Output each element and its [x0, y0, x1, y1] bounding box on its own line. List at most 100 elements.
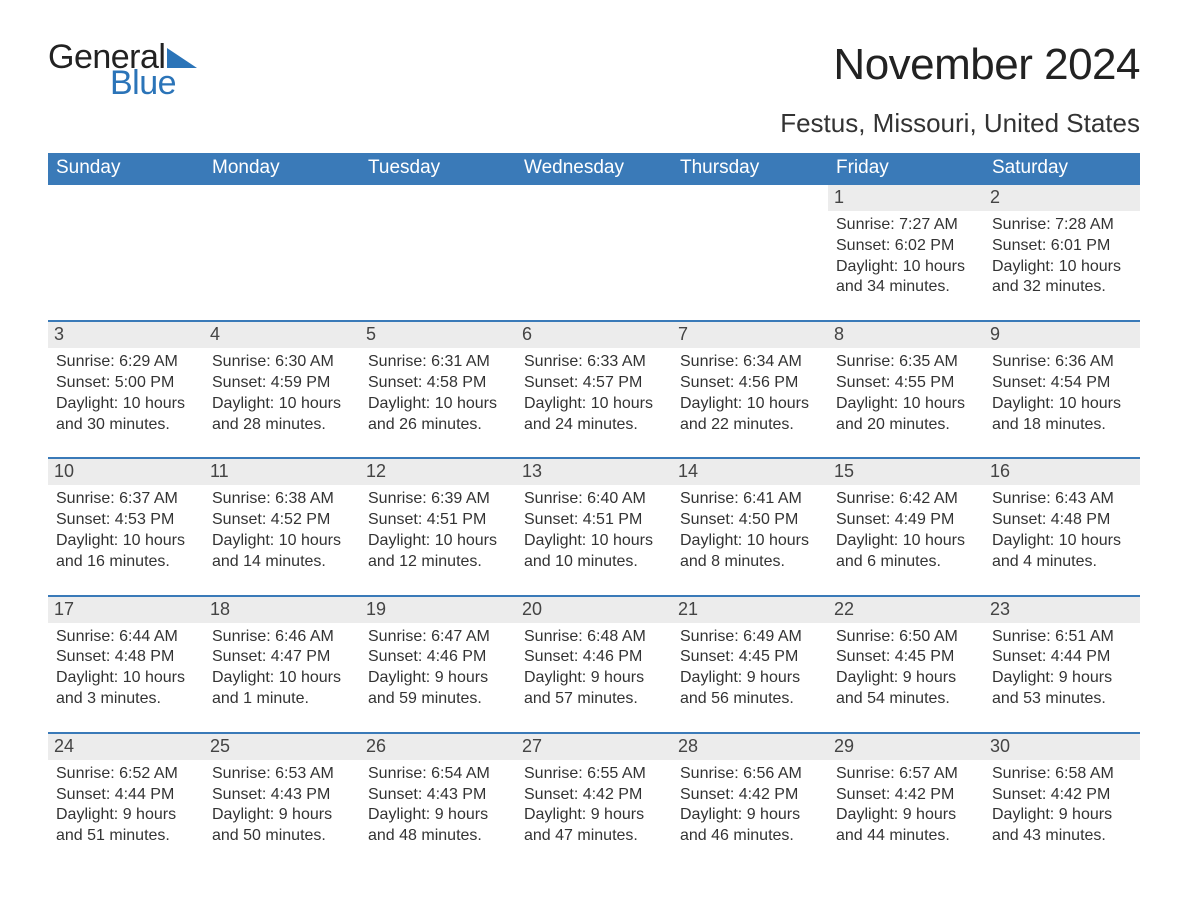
daylight-text: Daylight: 9 hours and 53 minutes.	[992, 668, 1132, 710]
day-number: 5	[360, 320, 516, 348]
sunrise-text: Sunrise: 6:41 AM	[680, 489, 820, 510]
day-number: 4	[204, 320, 360, 348]
day-data: Sunrise: 6:48 AMSunset: 4:46 PMDaylight:…	[524, 627, 664, 710]
day-number: 2	[984, 185, 1140, 211]
day-data: Sunrise: 6:52 AMSunset: 4:44 PMDaylight:…	[56, 764, 196, 847]
calendar-day-cell: 18Sunrise: 6:46 AMSunset: 4:47 PMDayligh…	[204, 595, 360, 732]
daylight-text: Daylight: 9 hours and 51 minutes.	[56, 805, 196, 847]
sunset-text: Sunset: 4:45 PM	[680, 647, 820, 668]
calendar-week-row: 24 Sunrise: 6:52 AMSunset: 4:44 PMDayligh…	[48, 732, 1140, 869]
daylight-text: Daylight: 9 hours and 56 minutes.	[680, 668, 820, 710]
day-data: Sunrise: 6:33 AMSunset: 4:57 PMDaylight:…	[524, 352, 664, 435]
calendar-week-row: 3Sunrise: 6:29 AMSunset: 5:00 PMDaylight…	[48, 320, 1140, 457]
day-number: 12	[360, 457, 516, 485]
day-data: Sunrise: 6:39 AMSunset: 4:51 PMDaylight:…	[368, 489, 508, 572]
calendar-day-cell	[48, 185, 204, 320]
calendar-week-row: 17Sunrise: 6:44 AMSunset: 4:48 PMDayligh…	[48, 595, 1140, 732]
sunset-text: Sunset: 4:43 PM	[368, 785, 508, 806]
sunset-text: Sunset: 4:51 PM	[368, 510, 508, 531]
day-data: Sunrise: 6:29 AMSunset: 5:00 PMDaylight:…	[56, 352, 196, 435]
calendar-day-cell: 20Sunrise: 6:48 AMSunset: 4:46 PMDayligh…	[516, 595, 672, 732]
daylight-text: Daylight: 10 hours and 4 minutes.	[992, 531, 1132, 573]
sunrise-text: Sunrise: 6:55 AM	[524, 764, 664, 785]
day-data: Sunrise: 6:49 AMSunset: 4:45 PMDaylight:…	[680, 627, 820, 710]
sunset-text: Sunset: 4:58 PM	[368, 373, 508, 394]
page-title: November 2024	[833, 40, 1140, 90]
sunset-text: Sunset: 5:00 PM	[56, 373, 196, 394]
calendar-day-cell: 17Sunrise: 6:44 AMSunset: 4:48 PMDayligh…	[48, 595, 204, 732]
sunset-text: Sunset: 6:01 PM	[992, 236, 1132, 257]
day-number: 27	[516, 732, 672, 760]
daylight-text: Daylight: 10 hours and 24 minutes.	[524, 394, 664, 436]
sunrise-text: Sunrise: 6:35 AM	[836, 352, 976, 373]
day-number: 9	[984, 320, 1140, 348]
daylight-text: Daylight: 10 hours and 18 minutes.	[992, 394, 1132, 436]
sunrise-text: Sunrise: 6:57 AM	[836, 764, 976, 785]
day-number: 10	[48, 457, 204, 485]
calendar-day-cell: 26 Sunrise: 6:54 AMSunset: 4:43 PMDayligh…	[360, 732, 516, 869]
day-number: 26	[360, 732, 516, 760]
day-data: Sunrise: 6:58 AMSunset: 4:42 PMDaylight:…	[992, 764, 1132, 847]
day-data: Sunrise: 6:40 AMSunset: 4:51 PMDaylight:…	[524, 489, 664, 572]
calendar-day-cell: 4Sunrise: 6:30 AMSunset: 4:59 PMDaylight…	[204, 320, 360, 457]
sunrise-text: Sunrise: 6:47 AM	[368, 627, 508, 648]
daylight-text: Daylight: 9 hours and 57 minutes.	[524, 668, 664, 710]
day-data: Sunrise: 6:54 AMSunset: 4:43 PMDaylight:…	[368, 764, 508, 847]
weekday-header: Sunday	[48, 153, 204, 185]
daylight-text: Daylight: 10 hours and 28 minutes.	[212, 394, 352, 436]
calendar-day-cell: 21 Sunrise: 6:49 AMSunset: 4:45 PMDayligh…	[672, 595, 828, 732]
day-data: Sunrise: 6:57 AMSunset: 4:42 PMDaylight:…	[836, 764, 976, 847]
day-data: Sunrise: 7:28 AMSunset: 6:01 PMDaylight:…	[992, 215, 1132, 298]
calendar-day-cell: 3 Sunrise: 6:29 AMSunset: 5:00 PMDaylight…	[48, 320, 204, 457]
day-data: Sunrise: 6:56 AMSunset: 4:42 PMDaylight:…	[680, 764, 820, 847]
calendar-day-cell: 15Sunrise: 6:42 AMSunset: 4:49 PMDayligh…	[828, 457, 984, 594]
sunset-text: Sunset: 4:57 PM	[524, 373, 664, 394]
day-data: Sunrise: 6:51 AMSunset: 4:44 PMDaylight:…	[992, 627, 1132, 710]
day-number: 3	[48, 320, 204, 348]
sunrise-text: Sunrise: 6:38 AM	[212, 489, 352, 510]
sunset-text: Sunset: 4:48 PM	[992, 510, 1132, 531]
day-data: Sunrise: 6:34 AMSunset: 4:56 PMDaylight:…	[680, 352, 820, 435]
daylight-text: Daylight: 10 hours and 8 minutes.	[680, 531, 820, 573]
sunrise-text: Sunrise: 7:27 AM	[836, 215, 976, 236]
day-number: 28	[672, 732, 828, 760]
daylight-text: Daylight: 10 hours and 20 minutes.	[836, 394, 976, 436]
day-data: Sunrise: 6:35 AMSunset: 4:55 PMDaylight:…	[836, 352, 976, 435]
day-number: 8	[828, 320, 984, 348]
title-block: November 2024	[833, 40, 1140, 90]
weekday-header: Friday	[828, 153, 984, 185]
sunrise-text: Sunrise: 6:36 AM	[992, 352, 1132, 373]
sunrise-text: Sunrise: 6:29 AM	[56, 352, 196, 373]
daylight-text: Daylight: 10 hours and 30 minutes.	[56, 394, 196, 436]
day-number: 21	[672, 595, 828, 623]
sunset-text: Sunset: 4:59 PM	[212, 373, 352, 394]
sunset-text: Sunset: 4:51 PM	[524, 510, 664, 531]
daylight-text: Daylight: 10 hours and 34 minutes.	[836, 257, 976, 299]
day-number: 22	[828, 595, 984, 623]
sunset-text: Sunset: 4:46 PM	[368, 647, 508, 668]
calendar-day-cell: 16Sunrise: 6:43 AMSunset: 4:48 PMDayligh…	[984, 457, 1140, 594]
day-number: 15	[828, 457, 984, 485]
sunrise-text: Sunrise: 6:53 AM	[212, 764, 352, 785]
header: General Blue November 2024	[48, 40, 1140, 100]
daylight-text: Daylight: 9 hours and 54 minutes.	[836, 668, 976, 710]
sunrise-text: Sunrise: 6:51 AM	[992, 627, 1132, 648]
day-data: Sunrise: 6:53 AMSunset: 4:43 PMDaylight:…	[212, 764, 352, 847]
sunrise-text: Sunrise: 6:54 AM	[368, 764, 508, 785]
sunset-text: Sunset: 6:02 PM	[836, 236, 976, 257]
calendar-day-cell: 11Sunrise: 6:38 AMSunset: 4:52 PMDayligh…	[204, 457, 360, 594]
weekday-header: Tuesday	[360, 153, 516, 185]
day-number: 7	[672, 320, 828, 348]
day-data: Sunrise: 6:46 AMSunset: 4:47 PMDaylight:…	[212, 627, 352, 710]
daylight-text: Daylight: 10 hours and 22 minutes.	[680, 394, 820, 436]
calendar-day-cell: 25Sunrise: 6:53 AMSunset: 4:43 PMDayligh…	[204, 732, 360, 869]
calendar-day-cell	[672, 185, 828, 320]
day-number: 24	[48, 732, 204, 760]
sunrise-text: Sunrise: 7:28 AM	[992, 215, 1132, 236]
sunset-text: Sunset: 4:42 PM	[992, 785, 1132, 806]
calendar-table: Sunday Monday Tuesday Wednesday Thursday…	[48, 153, 1140, 869]
calendar-week-row: 10Sunrise: 6:37 AMSunset: 4:53 PMDayligh…	[48, 457, 1140, 594]
sunrise-text: Sunrise: 6:56 AM	[680, 764, 820, 785]
sunset-text: Sunset: 4:44 PM	[56, 785, 196, 806]
logo: General Blue	[48, 40, 197, 100]
